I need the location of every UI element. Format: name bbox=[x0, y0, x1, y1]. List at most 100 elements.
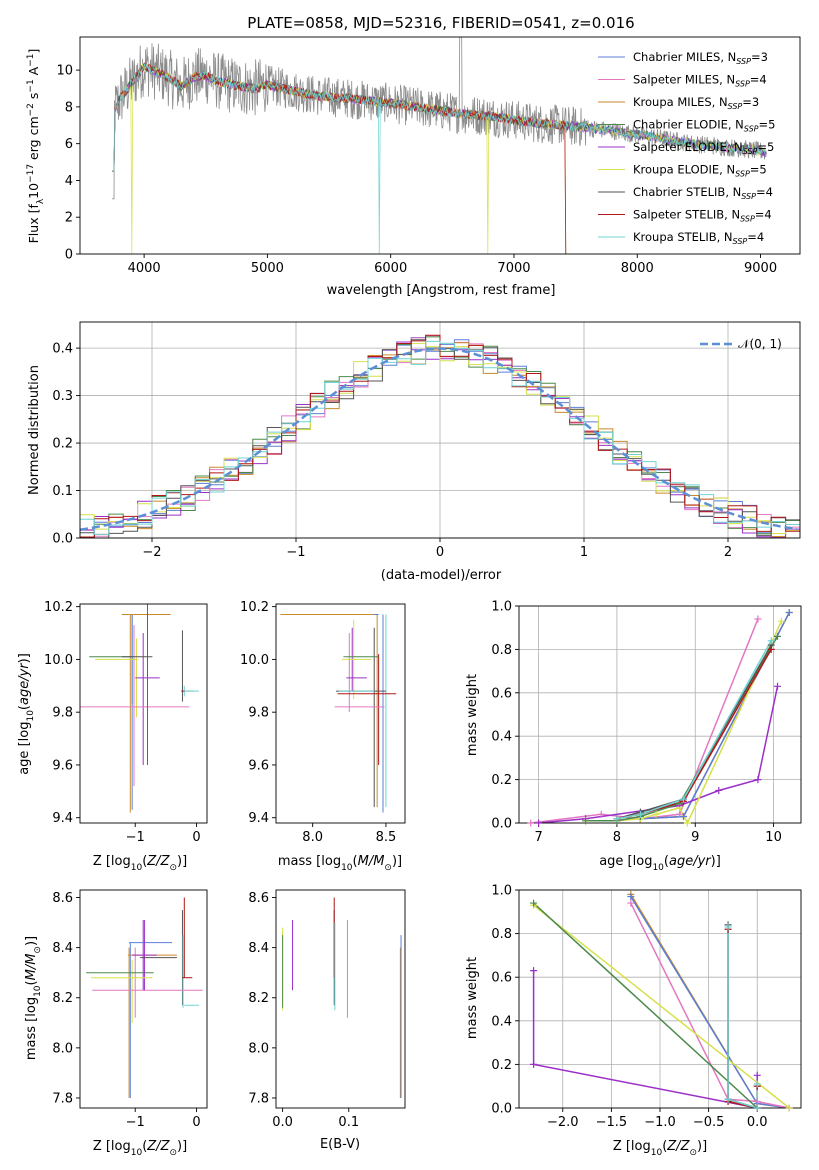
legend-label: Chabrier ELODIE, N bbox=[633, 118, 744, 132]
axes-mass-weight-vs-age: 7 8 9 10 0.0 0.2 0.4 0.6 0.8 1.0 bbox=[491, 600, 802, 845]
y-axis-label: mass [log10(M/M⊙)] bbox=[24, 936, 43, 1060]
x-tick-label: 0 bbox=[192, 1115, 200, 1130]
legend-label: Kroupa MILES, N bbox=[633, 95, 728, 109]
axes-age-vs-Z: −1 0 9.4 9.6 9.8 10.0 10.2 bbox=[44, 600, 208, 845]
mass-weight-marker bbox=[582, 817, 590, 825]
legend-label: Chabrier STELIB, N bbox=[633, 185, 741, 199]
legend-count: =5 bbox=[757, 140, 774, 154]
legend-count: =5 bbox=[759, 118, 776, 132]
label-part: Z [log bbox=[613, 1139, 651, 1154]
label-part: ( bbox=[142, 854, 147, 869]
label-part: ⊙ bbox=[169, 863, 177, 873]
y-tick-label: 0.2 bbox=[491, 773, 512, 788]
label-part: mass [log bbox=[24, 997, 39, 1060]
mass-weight-marker bbox=[785, 1104, 793, 1112]
y-tick-label: 0.2 bbox=[52, 437, 73, 452]
mass-weight-marker bbox=[785, 609, 793, 617]
x-axis-label: (data-model)/error bbox=[381, 568, 502, 583]
x-axis-label: mass [log10(M/M⊙)] bbox=[278, 854, 402, 873]
legend-count: =4 bbox=[755, 208, 772, 222]
label-part: M/M bbox=[358, 854, 385, 869]
legend-entry: Chabrier MILES, NSSP=3 bbox=[633, 50, 768, 66]
legend-subscript: SSP bbox=[735, 80, 750, 89]
mass-weight-marker bbox=[767, 637, 775, 645]
label-part: Z/Z bbox=[666, 1139, 690, 1154]
label-part: ( bbox=[353, 854, 358, 869]
y-tick-label: 8.0 bbox=[52, 1041, 73, 1056]
legend-count: =4 bbox=[747, 230, 764, 244]
y-axis-label: mass weight bbox=[465, 674, 480, 756]
axes-frame bbox=[275, 603, 406, 824]
y-tick-label: 9.8 bbox=[52, 706, 73, 721]
x-tick-label: 8.5 bbox=[376, 830, 397, 845]
y-tick-label: 8 bbox=[65, 100, 73, 115]
legend-entry: Salpeter ELODIE, NSSP=5 bbox=[633, 140, 774, 156]
plot-area bbox=[86, 897, 203, 1098]
y-tick-label: 0.1 bbox=[52, 484, 73, 499]
y-tick-label: 0.4 bbox=[491, 1014, 512, 1029]
legend-entry: 𝒩(0, 1) bbox=[738, 337, 782, 351]
mass-weight-marker bbox=[527, 819, 535, 827]
label-part: ( bbox=[17, 705, 32, 710]
legend-subscript: SSP bbox=[735, 170, 750, 179]
mass-weight-line bbox=[640, 612, 790, 820]
x-tick-label: −1 bbox=[126, 830, 145, 845]
legend-label: Kroupa ELODIE, N bbox=[633, 163, 735, 177]
mass-weight-marker bbox=[683, 819, 691, 827]
label-part: A bbox=[26, 66, 41, 79]
plot-area bbox=[532, 894, 790, 1108]
label-part: ] bbox=[26, 49, 41, 54]
label-part: 10 bbox=[26, 710, 36, 722]
mass-weight-marker bbox=[530, 1060, 538, 1068]
label-part: ⊙ bbox=[33, 946, 43, 954]
axes-frame bbox=[79, 36, 801, 255]
y-tick-label: 0.3 bbox=[52, 389, 73, 404]
mass-weight-line bbox=[585, 636, 779, 822]
x-tick-label: 1 bbox=[580, 545, 588, 560]
mass-weight-line bbox=[630, 896, 790, 1108]
legend-entry: Kroupa ELODIE, NSSP=5 bbox=[633, 163, 767, 179]
legend-subscript: SSP bbox=[741, 192, 756, 201]
y-tick-label: 8.4 bbox=[248, 941, 269, 956]
x-tick-label: 9000 bbox=[744, 261, 777, 276]
label-part: M/M bbox=[24, 954, 39, 981]
x-tick-label: −2.0 bbox=[547, 1115, 579, 1130]
y-axis-label: mass weight bbox=[465, 957, 480, 1039]
y-axis-label: age [log10(age/yr)] bbox=[17, 653, 36, 775]
label-part: )] bbox=[177, 854, 187, 869]
x-axis-label: wavelength [Angstrom, rest frame] bbox=[327, 283, 556, 298]
legend-label: Chabrier MILES, N bbox=[633, 50, 736, 64]
mass-weight-marker bbox=[680, 812, 687, 820]
mass-weight-marker bbox=[774, 682, 781, 690]
label-part: erg cm bbox=[26, 116, 41, 164]
y-tick-label: 0.4 bbox=[491, 730, 512, 745]
label-part: ⊙ bbox=[384, 863, 392, 873]
mass-weight-line bbox=[616, 644, 772, 820]
figure-title: PLATE=0858, MJD=52316, FIBERID=0541, z=0… bbox=[247, 14, 634, 32]
plot-area bbox=[80, 604, 200, 813]
label-part: Z [log bbox=[93, 1139, 131, 1154]
label-part: )] bbox=[17, 653, 32, 663]
legend-entry: Kroupa MILES, NSSP=3 bbox=[633, 95, 759, 111]
gaussian-reference-curve bbox=[80, 347, 798, 531]
label-part: s bbox=[26, 93, 41, 104]
label-part: −2 bbox=[26, 103, 36, 116]
legend-subscript: SSP bbox=[733, 237, 748, 246]
y-tick-label: 9.6 bbox=[52, 758, 73, 773]
y-tick-label: 4 bbox=[65, 174, 73, 189]
y-tick-label: 8.2 bbox=[52, 991, 73, 1006]
x-tick-label: 6000 bbox=[374, 261, 407, 276]
y-tick-label: 10.2 bbox=[44, 600, 73, 615]
label-part: 10 bbox=[651, 1148, 663, 1158]
y-tick-label: 6 bbox=[65, 137, 73, 152]
mass-weight-line bbox=[616, 649, 772, 820]
mass-weight-marker bbox=[680, 795, 687, 803]
residual-histogram bbox=[80, 340, 800, 535]
residual-histogram bbox=[80, 334, 800, 538]
y-tick-label: 10 bbox=[56, 64, 73, 79]
y-axis-label: Normed distribution bbox=[27, 365, 42, 495]
label-part: 10 bbox=[131, 1148, 143, 1158]
mass-weight-line bbox=[630, 902, 790, 1108]
label-part: ⊙ bbox=[689, 1148, 697, 1158]
mass-weight-marker bbox=[530, 967, 538, 975]
